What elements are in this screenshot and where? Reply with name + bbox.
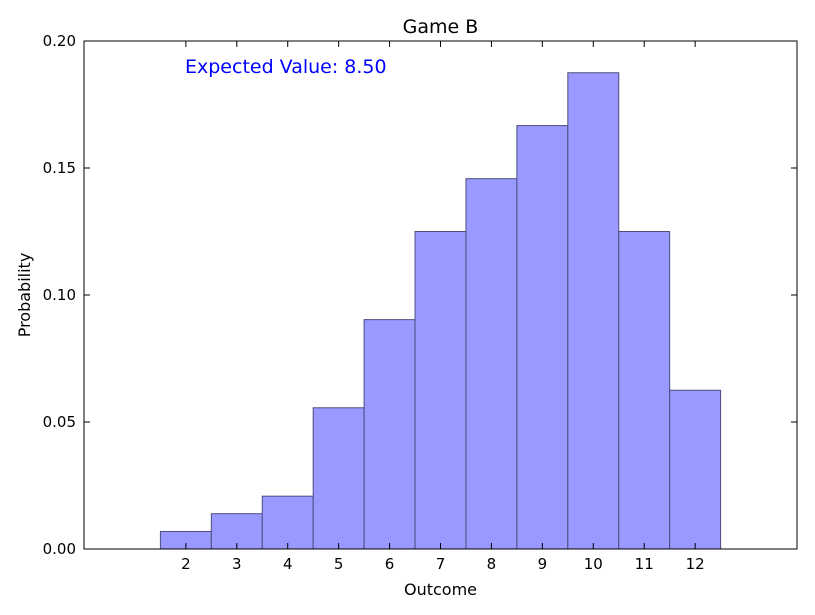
x-axis: 2 3 4 5 6 7 8 9 10 11 12 [181,41,705,573]
y-tick-label: 0.00 [43,540,76,558]
bar-10 [567,72,620,550]
x-tick-label: 6 [385,555,395,573]
x-tick-label: 3 [232,555,242,573]
bar-9 [516,125,569,550]
bar-12 [669,389,722,550]
x-tick-label: 10 [584,555,603,573]
x-tick-label: 8 [487,555,497,573]
x-axis-label: Outcome [404,580,477,599]
y-axis: 0.00 0.05 0.10 0.15 0.20 [43,32,797,558]
bars-group [159,72,722,550]
x-tick-label: 9 [538,555,548,573]
x-tick-label: 2 [181,555,191,573]
y-tick-label: 0.05 [43,413,76,431]
chart-title: Game B [403,16,479,38]
x-tick-label: 11 [635,555,654,573]
y-tick-label: 0.15 [43,159,76,177]
x-tick-label: 5 [334,555,344,573]
bar-7 [414,231,467,550]
bar-5 [312,407,365,550]
x-tick-label: 12 [686,555,705,573]
bar-8 [465,178,518,550]
y-tick-label: 0.10 [43,286,76,304]
bar-6 [363,319,416,550]
x-tick-label: 4 [283,555,293,573]
y-tick-label: 0.20 [43,32,76,50]
bar-11 [618,231,671,550]
y-axis-label: Probability [15,253,34,338]
expected-value-annotation: Expected Value: 8.50 [185,56,387,78]
x-tick-label: 7 [436,555,446,573]
bar-4 [261,495,314,550]
